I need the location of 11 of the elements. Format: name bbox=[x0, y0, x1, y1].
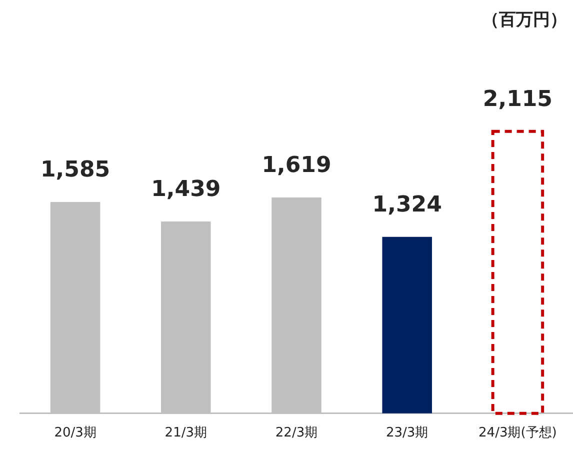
x-tick-label: 22/3期 bbox=[275, 426, 318, 441]
x-tick-label: 20/3期 bbox=[54, 426, 96, 441]
data-label: 1,585 bbox=[40, 158, 110, 183]
text: （百万円） bbox=[482, 9, 567, 31]
x-tick-label: 24/3期(予想) bbox=[478, 426, 557, 441]
data-label: 2,115 bbox=[482, 87, 552, 112]
data-label: 1,324 bbox=[372, 192, 442, 218]
data-label: 1,619 bbox=[262, 153, 332, 178]
x-tick-label: 21/3期 bbox=[164, 426, 207, 441]
data-label: 1,439 bbox=[151, 177, 221, 202]
x-tick-label: 23/3期 bbox=[386, 426, 428, 441]
